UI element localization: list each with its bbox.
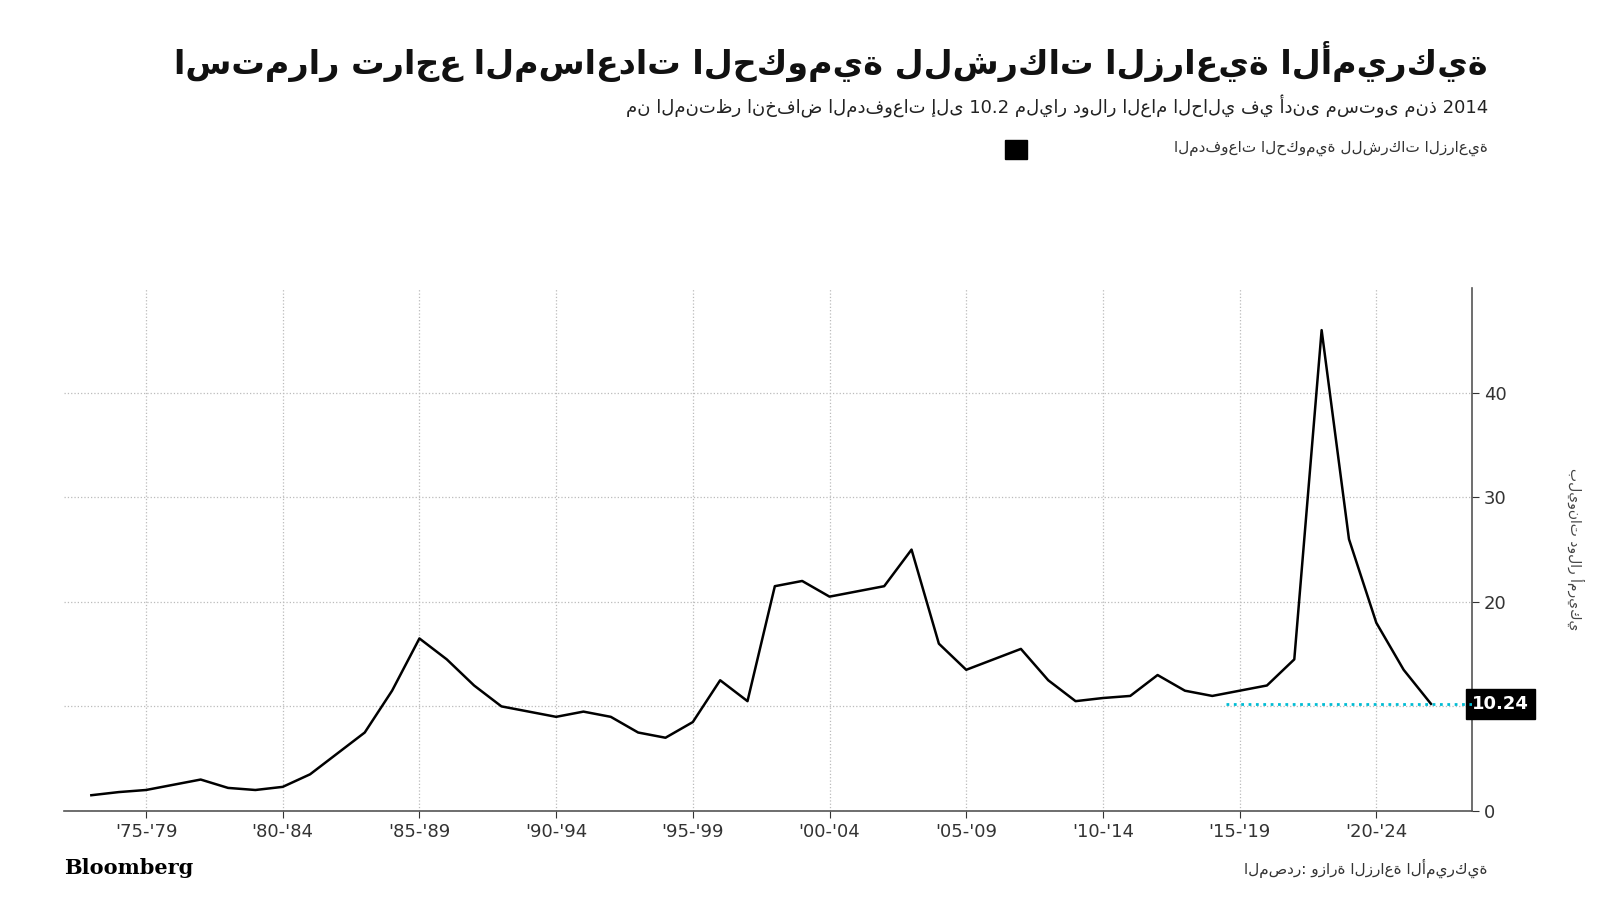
Text: بليونات دولار أمريكي: بليونات دولار أمريكي — [1568, 469, 1584, 631]
Text: Bloomberg: Bloomberg — [64, 859, 194, 878]
Text: من المنتظر انخفاض المدفوعات إلى 10.2 مليار دولار العام الحالي في أدنى مستوى منذ : من المنتظر انخفاض المدفوعات إلى 10.2 ملي… — [626, 95, 1488, 118]
Text: المصدر: وزارة الزراعة الأميركية: المصدر: وزارة الزراعة الأميركية — [1245, 860, 1488, 878]
Text: استمرار تراجع المساعدات الحكومية للشركات الزراعية الأميركية: استمرار تراجع المساعدات الحكومية للشركات… — [174, 41, 1488, 82]
Text: المدفوعات الحكومية للشركات الزراعية: المدفوعات الحكومية للشركات الزراعية — [1174, 141, 1488, 156]
Text: 10.24: 10.24 — [1472, 695, 1530, 713]
